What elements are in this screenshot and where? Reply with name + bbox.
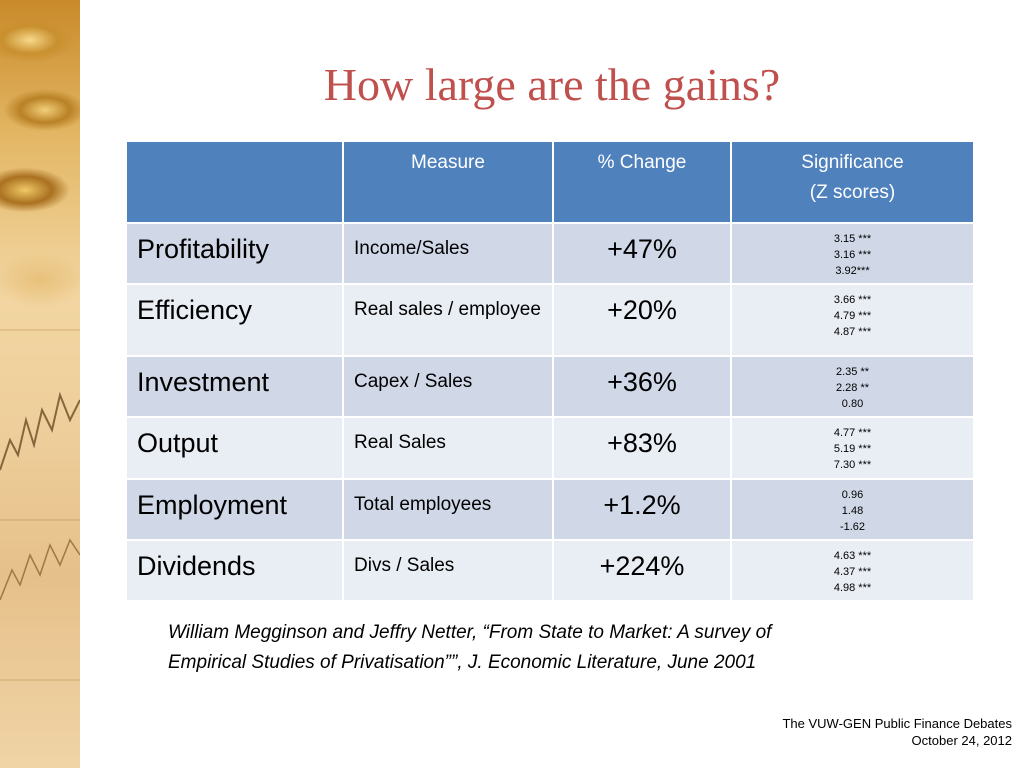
table-row: Profitability Income/Sales +47% 3.15 ***…	[125, 222, 975, 285]
zscore-value: 2.35 **	[835, 366, 870, 378]
table-header-row: Measure % Change Significance (Z scores)	[125, 140, 975, 224]
zscore-value: -1.62	[839, 521, 866, 533]
zscore-value: 4.77 ***	[833, 427, 872, 439]
row-zscores: 0.96 1.48 -1.62	[730, 478, 975, 541]
row-zscores: 3.66 *** 4.79 *** 4.87 ***	[730, 283, 975, 357]
zscore-value: 0.80	[841, 398, 864, 410]
row-change: +20%	[552, 283, 732, 357]
row-change: +1.2%	[552, 478, 732, 541]
zscore-value: 4.63 ***	[833, 550, 872, 562]
row-zscores: 3.15 *** 3.16 *** 3.92***	[730, 222, 975, 285]
slide-title: How large are the gains?	[323, 59, 781, 110]
row-change: +47%	[552, 222, 732, 285]
row-zscores: 4.63 *** 4.37 *** 4.98 ***	[730, 539, 975, 602]
stock-chart-lines-icon	[0, 329, 80, 681]
row-measure: Capex / Sales	[342, 355, 554, 418]
row-measure: Income/Sales	[342, 222, 554, 285]
slide-footer: The VUW-GEN Public Finance Debates Octob…	[782, 715, 1012, 749]
zscore-value: 5.19 ***	[833, 443, 872, 455]
zscore-value: 3.66 ***	[833, 294, 872, 306]
zscore-value: 7.30 ***	[833, 459, 872, 471]
row-measure: Real Sales	[342, 416, 554, 480]
row-category: Dividends	[125, 539, 344, 602]
zscore-value: 2.28 **	[835, 382, 870, 394]
zscore-value: 3.16 ***	[833, 249, 872, 261]
zscore-value: 4.87 ***	[833, 326, 872, 338]
row-measure: Divs / Sales	[342, 539, 554, 602]
header-change: % Change	[552, 140, 732, 224]
decorative-photo-strip	[0, 0, 80, 768]
header-blank	[125, 140, 344, 224]
zscore-value: 0.96	[841, 489, 864, 501]
row-category: Output	[125, 416, 344, 480]
zscore-value: 4.98 ***	[833, 582, 872, 594]
row-category: Profitability	[125, 222, 344, 285]
table-row: Employment Total employees +1.2% 0.96 1.…	[125, 478, 975, 541]
row-zscores: 2.35 ** 2.28 ** 0.80	[730, 355, 975, 418]
row-change: +36%	[552, 355, 732, 418]
row-measure: Real sales / employee	[342, 283, 554, 357]
table-row: Output Real Sales +83% 4.77 *** 5.19 ***…	[125, 416, 975, 480]
row-zscores: 4.77 *** 5.19 *** 7.30 ***	[730, 416, 975, 480]
row-category: Investment	[125, 355, 344, 418]
gains-table: Measure % Change Significance (Z scores)…	[125, 140, 975, 602]
row-measure: Total employees	[342, 478, 554, 541]
row-category: Employment	[125, 478, 344, 541]
row-category: Efficiency	[125, 283, 344, 357]
footer-date: October 24, 2012	[911, 733, 1012, 748]
table-row: Investment Capex / Sales +36% 2.35 ** 2.…	[125, 355, 975, 418]
header-significance: Significance (Z scores)	[730, 140, 975, 224]
header-measure: Measure	[342, 140, 554, 224]
row-change: +224%	[552, 539, 732, 602]
footer-event: The VUW-GEN Public Finance Debates	[782, 716, 1012, 731]
zscore-value: 3.15 ***	[833, 233, 872, 245]
zscore-value: 1.48	[841, 505, 864, 517]
header-significance-label: Significance	[801, 152, 904, 173]
zscore-value: 3.92***	[835, 265, 870, 277]
zscore-value: 4.79 ***	[833, 310, 872, 322]
table-row: Efficiency Real sales / employee +20% 3.…	[125, 283, 975, 357]
citation-text: William Megginson and Jeffry Netter, “Fr…	[168, 622, 772, 673]
table-row: Dividends Divs / Sales +224% 4.63 *** 4.…	[125, 539, 975, 602]
row-change: +83%	[552, 416, 732, 480]
header-zscores-label: (Z scores)	[809, 182, 896, 203]
zscore-value: 4.37 ***	[833, 566, 872, 578]
